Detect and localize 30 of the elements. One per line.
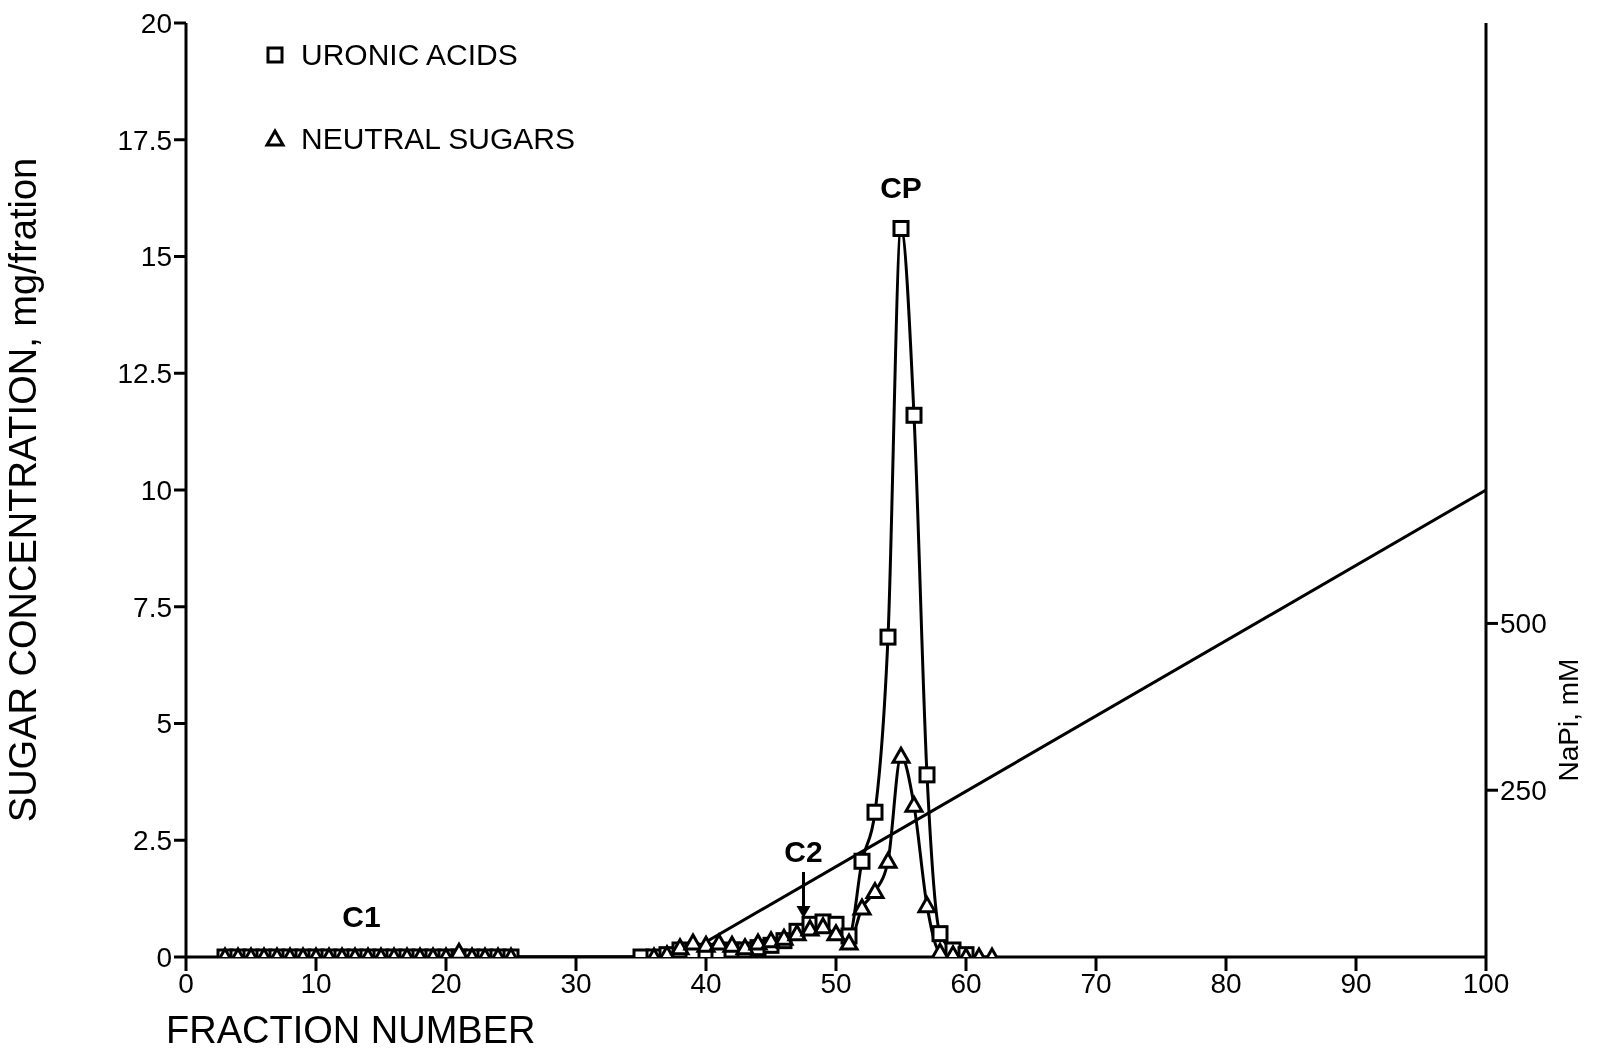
y-tick-label: 10 [140, 474, 172, 506]
x-tick-label: 30 [560, 967, 592, 999]
x-tick-label: 60 [950, 967, 982, 999]
y2-tick-label: 250 [1500, 775, 1547, 807]
y-tick-label: 0 [156, 941, 172, 973]
y-tick-label: 12.5 [117, 358, 172, 390]
y-tick-label: 15 [140, 241, 172, 273]
x-tick-label: 40 [690, 967, 722, 999]
x-tick-label: 0 [178, 967, 194, 999]
annotation: C2 [784, 834, 823, 868]
y-tick-label: 17.5 [117, 124, 172, 156]
y-axis-title: SUGAR CONCENTRATION, mg/fration [2, 157, 45, 823]
y2-tick-label: 500 [1500, 608, 1547, 640]
y2-axis-title: NaPi, mM [1552, 658, 1584, 782]
y-tick-label: 2.5 [133, 825, 172, 857]
annotation: CP [880, 171, 922, 205]
x-tick-label: 80 [1210, 967, 1242, 999]
annotation: C1 [342, 900, 381, 933]
x-tick-label: 10 [300, 967, 332, 999]
y-tick-label: 20 [140, 7, 172, 39]
x-tick-label: 70 [1080, 967, 1112, 999]
x-axis-title: FRACTION NUMBER [166, 1009, 536, 1051]
x-tick-label: 100 [1462, 967, 1510, 999]
y-tick-label: 5 [156, 708, 172, 740]
legend-label: URONIC ACIDS [301, 38, 518, 72]
x-tick-label: 20 [430, 967, 462, 999]
legend-label: NEUTRAL SUGARS [301, 122, 575, 156]
x-tick-label: 90 [1340, 967, 1372, 999]
x-tick-label: 50 [820, 967, 852, 999]
y-tick-label: 7.5 [133, 591, 172, 623]
